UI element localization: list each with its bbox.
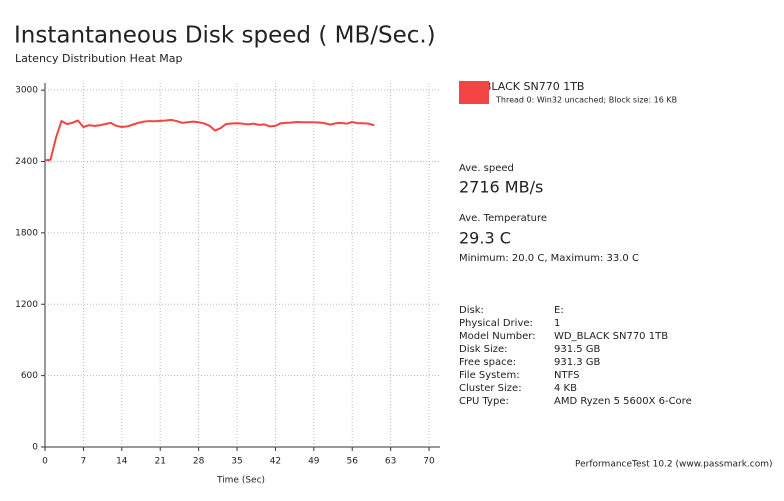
info-value: E: bbox=[554, 305, 564, 316]
legend-subtitle: Thread 0: Win32 uncached; Block size: 16… bbox=[495, 96, 677, 105]
x-tick-label: 0 bbox=[42, 457, 48, 467]
info-key: Physical Drive: bbox=[459, 318, 533, 329]
footer: PerformanceTest 10.2 (www.passmark.com) bbox=[575, 460, 773, 470]
info-key: Disk: bbox=[459, 305, 484, 316]
y-tick-label: 600 bbox=[21, 371, 38, 381]
x-tick-label: 56 bbox=[346, 457, 358, 467]
x-tick-label: 7 bbox=[81, 457, 87, 467]
x-tick-label: 63 bbox=[385, 457, 396, 467]
info-key: Model Number: bbox=[459, 331, 536, 342]
stat-label: Ave. Temperature bbox=[459, 213, 547, 224]
legend-label: WD_BLACK SN770 1TB bbox=[459, 80, 584, 93]
info-value: 931.3 GB bbox=[554, 357, 601, 368]
info-value: NTFS bbox=[554, 370, 580, 381]
y-tick-label: 1200 bbox=[15, 300, 38, 310]
stat-value: 29.3 C bbox=[459, 229, 511, 248]
stat-value: 2716 MB/s bbox=[459, 178, 543, 197]
line-series bbox=[44, 118, 375, 162]
chart-subtitle: Latency Distribution Heat Map bbox=[15, 52, 182, 65]
info-value: AMD Ryzen 5 5600X 6-Core bbox=[554, 396, 692, 407]
y-tick-label: 0 bbox=[32, 443, 38, 453]
x-tick-label: 14 bbox=[116, 457, 128, 467]
stat-label: Ave. speed bbox=[459, 163, 514, 174]
stat-range: Minimum: 20.0 C, Maximum: 33.0 C bbox=[459, 253, 639, 264]
x-tick-label: 49 bbox=[308, 457, 320, 467]
x-tick-label: 70 bbox=[423, 457, 435, 467]
info-key: File System: bbox=[459, 370, 520, 381]
info-value: 931.5 GB bbox=[554, 344, 601, 355]
x-tick-label: 35 bbox=[231, 457, 242, 467]
legend-swatch bbox=[459, 81, 489, 104]
x-tick-label: 28 bbox=[193, 457, 205, 467]
y-tick-label: 2400 bbox=[15, 157, 38, 167]
info-key: Free space: bbox=[459, 357, 516, 368]
info-key: Cluster Size: bbox=[459, 383, 522, 394]
x-tick-label: 21 bbox=[154, 457, 165, 467]
y-tick-label: 3000 bbox=[15, 86, 38, 96]
info-key: CPU Type: bbox=[459, 396, 509, 407]
y-tick-label: 1800 bbox=[15, 228, 38, 238]
info-value: WD_BLACK SN770 1TB bbox=[554, 331, 668, 342]
info-value: 1 bbox=[554, 318, 560, 329]
chart-title: Instantaneous Disk speed ( MB/Sec.) bbox=[14, 23, 436, 49]
x-axis-label: Time (Sec) bbox=[216, 476, 265, 486]
info-key: Disk Size: bbox=[459, 344, 508, 355]
info-value: 4 KB bbox=[554, 383, 577, 394]
x-tick-label: 42 bbox=[270, 457, 281, 467]
